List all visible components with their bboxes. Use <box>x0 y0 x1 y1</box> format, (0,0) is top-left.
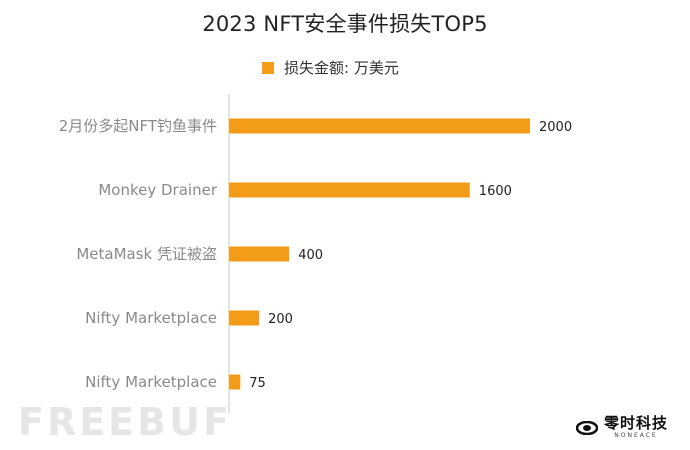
value-label: 200 <box>268 312 293 327</box>
brand-logo: 零时科技 NONEACE <box>575 414 668 439</box>
legend-swatch <box>262 61 274 74</box>
value-label: 2000 <box>539 120 572 135</box>
bar <box>229 374 241 390</box>
category-label: Monkey Drainer <box>98 181 217 199</box>
brand-name: 零时科技 <box>603 414 668 432</box>
category-label: MetaMask 凭证被盗 <box>76 245 217 263</box>
legend-label: 损失金额: 万美元 <box>284 59 399 77</box>
category-label: Nifty Marketplace <box>85 373 217 391</box>
legend: 损失金额: 万美元 <box>262 57 399 78</box>
watermark: FREEBUF <box>18 400 232 444</box>
bar <box>229 118 530 134</box>
category-label: 2月份多起NFT钓鱼事件 <box>59 117 217 135</box>
value-label: 1600 <box>479 184 512 199</box>
brand-icon <box>575 420 598 435</box>
chart-title: 2023 NFT安全事件损失TOP5 <box>202 12 488 36</box>
value-label: 400 <box>298 248 323 263</box>
value-label: 75 <box>249 376 266 391</box>
bar <box>229 182 470 198</box>
category-label: Nifty Marketplace <box>85 309 217 327</box>
brand-sub: NONEACE <box>614 432 658 439</box>
bar <box>229 246 290 262</box>
bar <box>229 310 260 326</box>
